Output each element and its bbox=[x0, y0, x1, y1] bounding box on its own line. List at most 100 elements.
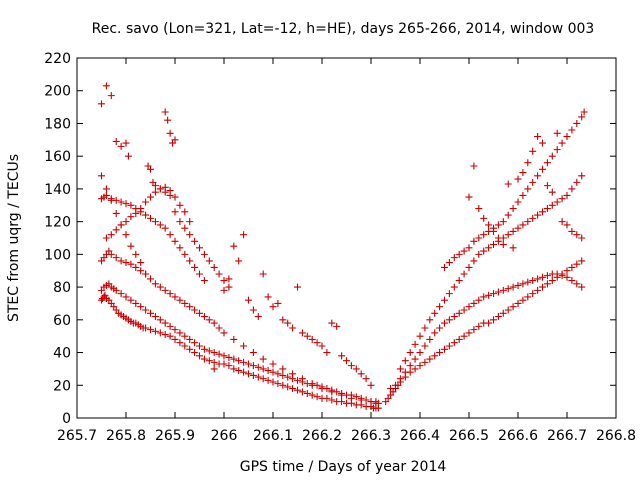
data-point bbox=[568, 185, 576, 193]
data-point bbox=[396, 375, 404, 383]
y-tick-label: 100 bbox=[44, 247, 71, 263]
data-point bbox=[328, 396, 336, 404]
data-point bbox=[147, 309, 154, 317]
data-point bbox=[215, 270, 223, 278]
data-point bbox=[171, 293, 179, 301]
data-point bbox=[431, 352, 439, 360]
data-point bbox=[553, 198, 561, 206]
data-point bbox=[411, 365, 419, 373]
data-point bbox=[509, 283, 517, 291]
data-point bbox=[485, 319, 493, 327]
data-point bbox=[269, 378, 277, 386]
data-point bbox=[186, 345, 194, 353]
data-point bbox=[426, 316, 434, 324]
data-point bbox=[161, 331, 169, 339]
data-point bbox=[529, 214, 537, 222]
data-point bbox=[534, 133, 542, 141]
x-tick-label: 265.8 bbox=[106, 428, 146, 444]
data-point bbox=[563, 191, 571, 199]
data-point bbox=[132, 209, 140, 217]
data-point bbox=[132, 299, 140, 307]
data-point bbox=[514, 224, 522, 232]
data-point bbox=[171, 136, 179, 144]
data-point bbox=[98, 172, 105, 180]
data-point bbox=[210, 319, 218, 327]
y-tick-label: 0 bbox=[62, 411, 71, 427]
data-point bbox=[259, 375, 267, 383]
data-point bbox=[308, 391, 316, 399]
data-point bbox=[117, 290, 125, 298]
data-point bbox=[137, 205, 145, 213]
x-tick-label: 266.6 bbox=[498, 428, 538, 444]
data-point bbox=[421, 358, 429, 366]
data-point bbox=[436, 303, 444, 311]
data-point bbox=[416, 362, 424, 370]
data-point bbox=[117, 221, 125, 229]
data-point bbox=[485, 221, 493, 229]
data-point bbox=[171, 208, 179, 216]
data-point bbox=[225, 353, 233, 361]
data-point bbox=[450, 283, 458, 291]
data-point bbox=[279, 316, 287, 324]
data-point bbox=[416, 332, 424, 340]
data-point bbox=[318, 385, 326, 393]
data-point bbox=[548, 277, 556, 285]
data-point bbox=[279, 365, 287, 373]
data-point bbox=[431, 309, 439, 317]
data-point bbox=[235, 367, 243, 375]
data-point bbox=[445, 342, 453, 350]
data-point bbox=[176, 296, 184, 304]
data-point bbox=[543, 280, 551, 288]
data-point bbox=[196, 352, 203, 360]
data-point bbox=[543, 272, 551, 280]
data-point bbox=[161, 188, 169, 196]
data-point bbox=[191, 349, 199, 357]
data-point bbox=[480, 214, 488, 222]
data-point bbox=[142, 211, 150, 219]
data-point bbox=[269, 360, 277, 368]
data-point bbox=[426, 335, 434, 343]
data-point bbox=[485, 291, 493, 299]
data-point bbox=[563, 273, 571, 281]
data-point bbox=[186, 303, 194, 311]
y-tick-label: 60 bbox=[53, 313, 71, 329]
data-point bbox=[539, 283, 546, 291]
x-tick-label: 266 bbox=[211, 428, 238, 444]
data-point bbox=[225, 362, 233, 370]
data-point bbox=[323, 394, 331, 402]
data-point bbox=[102, 82, 110, 90]
data-point bbox=[460, 332, 468, 340]
y-tick-label: 140 bbox=[44, 182, 71, 198]
data-point bbox=[200, 355, 208, 363]
data-point bbox=[259, 270, 267, 278]
data-point bbox=[543, 205, 551, 213]
data-point bbox=[186, 218, 194, 226]
data-point bbox=[117, 142, 125, 150]
data-point bbox=[460, 306, 468, 314]
data-point bbox=[573, 119, 581, 127]
data-point bbox=[102, 185, 110, 193]
data-point bbox=[460, 247, 468, 255]
data-point bbox=[166, 290, 174, 298]
data-point bbox=[470, 257, 478, 265]
data-point bbox=[465, 193, 473, 201]
data-point bbox=[436, 349, 444, 357]
data-point bbox=[343, 357, 350, 365]
data-point bbox=[470, 162, 478, 170]
data-point bbox=[181, 342, 189, 350]
data-point bbox=[284, 319, 292, 327]
data-point bbox=[112, 286, 120, 294]
data-point bbox=[578, 257, 586, 265]
data-point bbox=[142, 270, 150, 278]
axis-ticks: 265.7 265.8 265.9 266 266.1 266.2 266.3 266.4 26… bbox=[44, 51, 636, 444]
data-point bbox=[210, 263, 218, 271]
data-point bbox=[568, 126, 576, 134]
data-point bbox=[171, 193, 179, 201]
data-point bbox=[112, 226, 120, 234]
data-point bbox=[499, 218, 507, 226]
data-point bbox=[215, 350, 223, 358]
data-point bbox=[230, 355, 238, 363]
data-point bbox=[455, 335, 463, 343]
data-point bbox=[494, 313, 502, 321]
